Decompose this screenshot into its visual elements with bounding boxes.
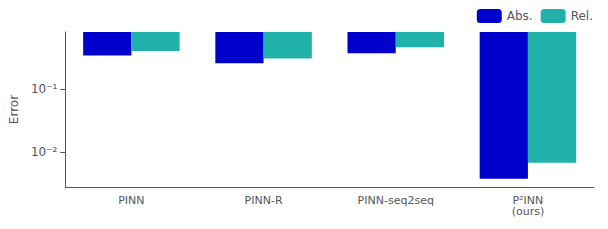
- svg-text:Error: Error: [7, 95, 21, 124]
- svg-text:PINN-R: PINN-R: [245, 194, 283, 207]
- svg-text:PINN: PINN: [118, 194, 144, 207]
- svg-text:10⁻²: 10⁻²: [31, 145, 58, 159]
- svg-text:10⁻¹: 10⁻¹: [31, 82, 58, 96]
- svg-text:PINN-seq2seq: PINN-seq2seq: [358, 194, 434, 207]
- svg-text:Rel.: Rel.: [571, 9, 593, 23]
- svg-text:P²INN: P²INN: [512, 194, 544, 207]
- svg-text:Abs.: Abs.: [507, 9, 533, 23]
- svg-text:(ours): (ours): [512, 205, 545, 218]
